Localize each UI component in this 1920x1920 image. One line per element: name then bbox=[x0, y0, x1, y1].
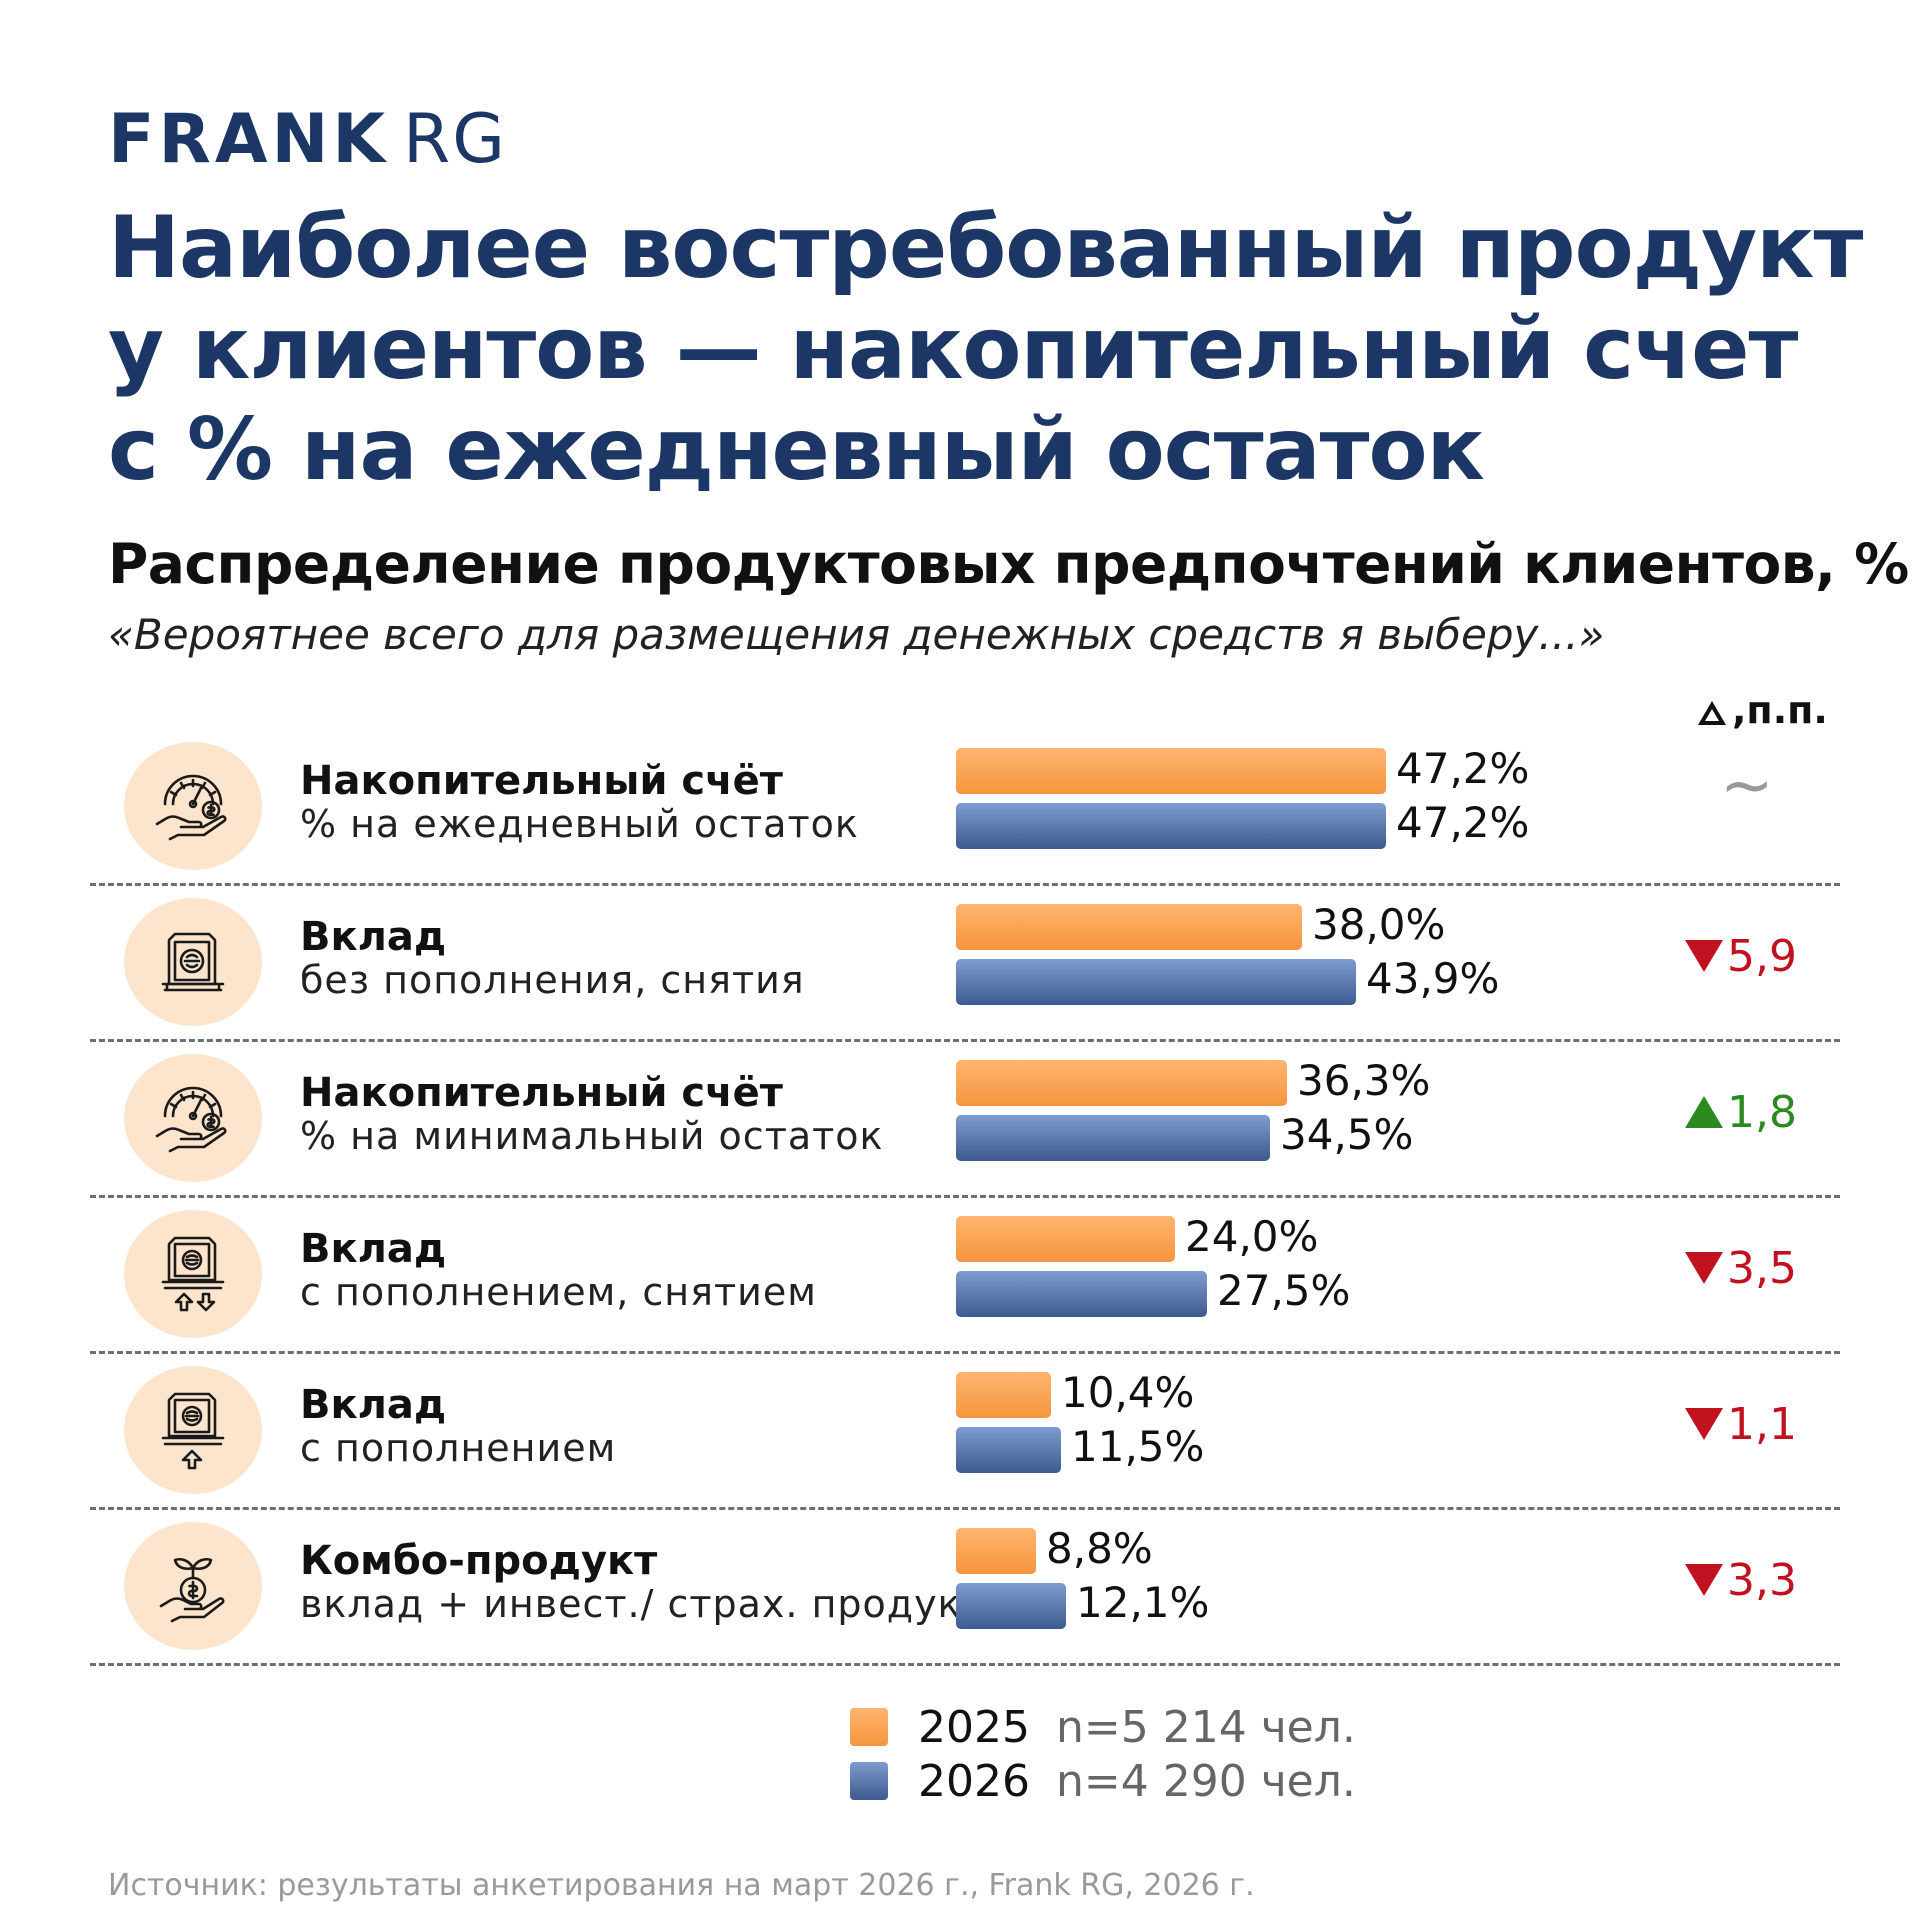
chart-legend: 2025 n=5 214 чел. 2026 n=4 290 чел. bbox=[850, 1700, 1356, 1808]
logo-bold-text: FRANK bbox=[108, 100, 390, 179]
bar-value-label: 38,0% bbox=[1312, 900, 1446, 949]
bar-2026 bbox=[956, 1115, 1270, 1161]
legend-year-label: 2026 bbox=[918, 1755, 1030, 1807]
bar-value-label: 24,0% bbox=[1185, 1212, 1319, 1261]
bar-value-label: 8,8% bbox=[1046, 1524, 1153, 1573]
category-label: Вклад bbox=[300, 1382, 447, 1428]
deposit-in-out-icon bbox=[124, 1210, 262, 1338]
legend-swatch-2025 bbox=[850, 1708, 888, 1746]
logo-light-text: RG bbox=[403, 100, 507, 179]
bar-value-label: 11,5% bbox=[1071, 1422, 1205, 1471]
triangle-down-icon bbox=[1685, 1252, 1723, 1284]
row-divider bbox=[90, 1039, 1840, 1042]
delta-text: 3,3 bbox=[1727, 1554, 1797, 1606]
delta-column-header: ,п.п. bbox=[1698, 688, 1828, 732]
row-divider bbox=[90, 1663, 1840, 1666]
bar-value-label: 10,4% bbox=[1061, 1368, 1195, 1417]
category-label: Вклад bbox=[300, 1226, 447, 1272]
delta-value: 3,5 bbox=[1685, 1238, 1797, 1298]
delta-value: 1,1 bbox=[1685, 1394, 1797, 1454]
deposit-safe-icon bbox=[124, 898, 262, 1026]
legend-swatch-2026 bbox=[850, 1762, 888, 1800]
category-label: Накопительный счёт bbox=[300, 1070, 783, 1116]
delta-value: 5,9 bbox=[1685, 926, 1797, 986]
delta-value: ~ bbox=[1720, 749, 1774, 823]
savings-gauge-hand-icon bbox=[124, 1054, 262, 1182]
chart-row: Накопительный счёт% на минимальный остат… bbox=[90, 1042, 1840, 1198]
bar-2026 bbox=[956, 1271, 1207, 1317]
delta-text: 1,1 bbox=[1727, 1398, 1797, 1450]
bar-2026 bbox=[956, 1583, 1066, 1629]
delta-unit-label: ,п.п. bbox=[1732, 688, 1828, 732]
legend-item-2026: 2026 n=4 290 чел. bbox=[850, 1754, 1356, 1808]
category-detail-label: вклад + инвест./ страх. продукт bbox=[300, 1582, 985, 1626]
legend-sample-size: n=5 214 чел. bbox=[1055, 1701, 1356, 1753]
bar-value-label: 43,9% bbox=[1366, 954, 1500, 1003]
bar-value-label: 34,5% bbox=[1280, 1110, 1414, 1159]
row-divider bbox=[90, 1351, 1840, 1354]
legend-sample-size: n=4 290 чел. bbox=[1055, 1755, 1356, 1807]
title-line: у клиентов — накопительный счет bbox=[108, 299, 1798, 399]
bar-2025 bbox=[956, 1528, 1036, 1574]
legend-item-2025: 2025 n=5 214 чел. bbox=[850, 1700, 1356, 1754]
bar-2026 bbox=[956, 1427, 1061, 1473]
bar-value-label: 12,1% bbox=[1076, 1578, 1210, 1627]
triangle-down-icon bbox=[1685, 1408, 1723, 1440]
page-title: Наиболее востребованный продукт у клиент… bbox=[108, 198, 1863, 501]
bar-2025 bbox=[956, 1216, 1175, 1262]
legend-year-label: 2025 bbox=[918, 1701, 1030, 1753]
deposit-in-icon bbox=[124, 1366, 262, 1494]
category-detail-label: с пополнением bbox=[300, 1426, 617, 1470]
bar-2026 bbox=[956, 803, 1386, 849]
row-divider bbox=[90, 1195, 1840, 1198]
bar-value-label: 27,5% bbox=[1217, 1266, 1351, 1315]
triangle-down-icon bbox=[1685, 940, 1723, 972]
chart-row: Комбо-продукт вклад + инвест./ страх. про… bbox=[90, 1510, 1840, 1666]
category-label: Комбо-продукт bbox=[300, 1538, 658, 1584]
bar-2025 bbox=[956, 748, 1386, 794]
title-line: Наиболее востребованный продукт bbox=[108, 198, 1863, 298]
bar-2025 bbox=[956, 1372, 1051, 1418]
bar-2025 bbox=[956, 1060, 1287, 1106]
category-label: Накопительный счёт bbox=[300, 758, 783, 804]
bar-value-label: 36,3% bbox=[1297, 1056, 1431, 1105]
delta-triangle-icon bbox=[1698, 701, 1726, 725]
category-detail-label: с пополнением, снятием bbox=[300, 1270, 817, 1314]
chart-row: Вклад с пополнением 10,4% 11,5% 1,1 bbox=[90, 1354, 1840, 1510]
chart-row: Вклад без пополнения, снятия 38,0% 43,9% 5,9 bbox=[90, 886, 1840, 1042]
delta-text: 5,9 bbox=[1727, 930, 1797, 982]
triangle-down-icon bbox=[1685, 1564, 1723, 1596]
survey-question-quote: «Вероятнее всего для размещения денежных… bbox=[108, 610, 1605, 659]
delta-text: ~ bbox=[1720, 749, 1774, 823]
row-divider bbox=[90, 1507, 1840, 1510]
delta-value: 1,8 bbox=[1685, 1082, 1797, 1142]
savings-gauge-hand-icon bbox=[124, 742, 262, 870]
source-note: Источник: результаты анкетирования на ма… bbox=[108, 1868, 1255, 1903]
delta-text: 1,8 bbox=[1727, 1086, 1797, 1138]
category-detail-label: % на ежедневный остаток bbox=[300, 802, 859, 846]
bar-value-label: 47,2% bbox=[1396, 798, 1530, 847]
chart-subtitle: Распределение продуктовых предпочтений к… bbox=[108, 532, 1909, 596]
category-label: Вклад bbox=[300, 914, 447, 960]
chart-row: Вклад с пополнением, снятием 24,0% 27,5% 3,5 bbox=[90, 1198, 1840, 1354]
frank-rg-logo: FRANK RG bbox=[108, 100, 507, 179]
bar-value-label: 47,2% bbox=[1396, 744, 1530, 793]
bar-2025 bbox=[956, 904, 1302, 950]
category-detail-label: % на минимальный остаток bbox=[300, 1114, 884, 1158]
row-divider bbox=[90, 883, 1840, 886]
combo-sprout-coin-icon bbox=[124, 1522, 262, 1650]
chart-row: Накопительный счёт% на ежедневный остато… bbox=[90, 730, 1840, 886]
title-line: с % на ежедневный остаток bbox=[108, 400, 1485, 500]
category-detail-label: без пополнения, снятия bbox=[300, 958, 805, 1002]
bar-2026 bbox=[956, 959, 1356, 1005]
triangle-up-icon bbox=[1685, 1096, 1723, 1128]
delta-value: 3,3 bbox=[1685, 1550, 1797, 1610]
delta-text: 3,5 bbox=[1727, 1242, 1797, 1294]
